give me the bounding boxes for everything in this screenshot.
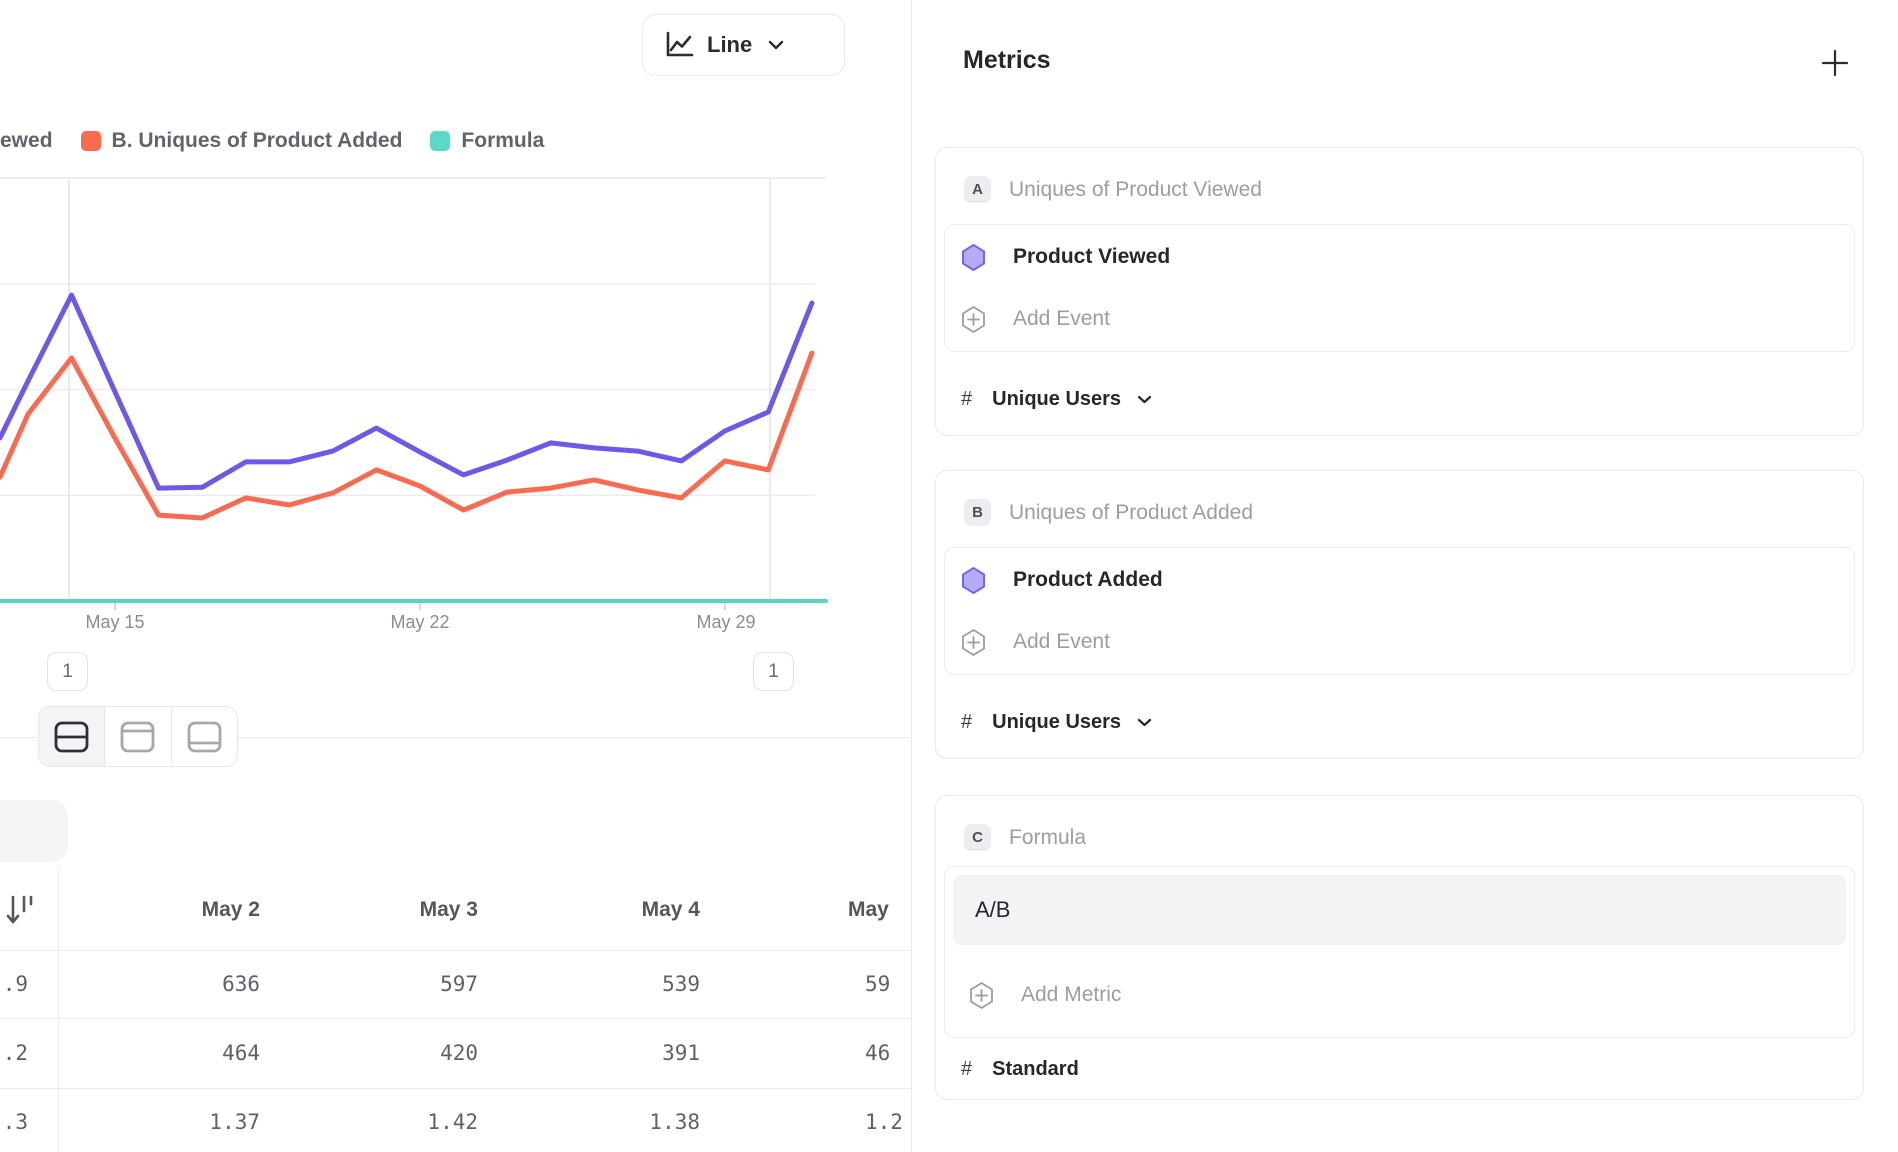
number-type-icon: # bbox=[961, 387, 973, 410]
layout-toggle-group bbox=[38, 706, 238, 767]
legend-swatch-teal bbox=[430, 131, 451, 151]
metrics-panel-title: Metrics bbox=[963, 46, 1051, 74]
event-hexagon-icon bbox=[962, 566, 985, 594]
table-cell: 46 bbox=[865, 1041, 891, 1065]
legend-item-formula[interactable]: Formula bbox=[430, 129, 544, 153]
metric-letter-badge: A bbox=[964, 176, 991, 203]
section-divider bbox=[0, 737, 911, 738]
measure-label: Unique Users bbox=[992, 387, 1122, 410]
measure-selector[interactable]: # Standard bbox=[961, 1054, 1079, 1084]
event-name: Product Added bbox=[1013, 568, 1163, 591]
event-name: Product Viewed bbox=[1013, 245, 1171, 268]
measure-selector[interactable]: # Unique Users bbox=[961, 384, 1152, 414]
table-cell: 1.2 bbox=[865, 1110, 903, 1134]
event-hexagon-icon bbox=[962, 243, 985, 271]
metric-card-title: Uniques of Product Added bbox=[1009, 500, 1254, 524]
add-event-row[interactable]: Add Event bbox=[962, 612, 1844, 672]
metric-card-title: Uniques of Product Viewed bbox=[1009, 177, 1262, 201]
add-metric-plus-icon[interactable] bbox=[1820, 48, 1850, 78]
add-metric-row[interactable]: Add Metric bbox=[962, 965, 1844, 1025]
x-axis-label: May 22 bbox=[390, 612, 450, 632]
table-cell: 539 bbox=[662, 972, 700, 996]
table-column-divider bbox=[58, 868, 59, 1152]
layout-split-rows-button[interactable] bbox=[39, 707, 105, 766]
line-chart[interactable] bbox=[0, 0, 843, 615]
annotation-badge[interactable]: 1 bbox=[753, 652, 794, 691]
chevron-down-icon bbox=[1137, 718, 1152, 726]
chart-legend: ewed B. Uniques of Product Added Formula bbox=[0, 127, 544, 155]
measure-label: Standard bbox=[992, 1057, 1079, 1080]
insights-chart-section: Line ewed B. Uniques of Product Added Fo… bbox=[0, 0, 912, 1152]
metric-card-b: B Uniques of Product Added Product Added… bbox=[935, 470, 1864, 759]
table-cell: 464 bbox=[222, 1041, 260, 1065]
table-border bbox=[0, 1018, 911, 1019]
legend-swatch-orange bbox=[80, 131, 101, 151]
event-row[interactable]: Product Viewed bbox=[962, 227, 1844, 287]
formula-input[interactable]: A/B bbox=[953, 875, 1846, 945]
table-cell: 636 bbox=[222, 972, 260, 996]
event-row[interactable]: Product Added bbox=[962, 550, 1844, 610]
x-axis-label: May 29 bbox=[696, 612, 756, 632]
table-breakdown-tab[interactable] bbox=[0, 800, 68, 862]
add-metric-label: Add Metric bbox=[1021, 983, 1122, 1006]
formula-text: A/B bbox=[975, 897, 1011, 922]
panel-top-icon bbox=[121, 721, 155, 752]
add-event-hexagon-plus-icon bbox=[962, 305, 985, 333]
chevron-down-icon bbox=[1137, 395, 1152, 403]
chevron-down-icon bbox=[769, 40, 784, 50]
chart-type-label: Line bbox=[707, 32, 753, 57]
x-axis-label: May 15 bbox=[85, 612, 145, 632]
table-header[interactable]: May 4 bbox=[641, 898, 700, 921]
table-header[interactable]: May 3 bbox=[419, 898, 478, 921]
metric-card-header: C Formula bbox=[964, 824, 1086, 851]
legend-item-truncated[interactable]: ewed bbox=[0, 129, 53, 152]
measure-label: Unique Users bbox=[992, 710, 1122, 733]
table-cell: .2 bbox=[2, 1041, 28, 1065]
layout-chart-bottom-button[interactable] bbox=[170, 707, 237, 766]
table-cell: 597 bbox=[440, 972, 478, 996]
sort-descending-icon[interactable] bbox=[6, 893, 36, 929]
table-cell: 1.38 bbox=[649, 1110, 700, 1134]
table-border bbox=[0, 950, 911, 951]
metrics-panel: Metrics A Uniques of Product Viewed Prod… bbox=[913, 0, 1898, 1152]
metric-card-title: Formula bbox=[1009, 825, 1087, 849]
metric-card-header: B Uniques of Product Added bbox=[964, 499, 1253, 526]
chart-type-dropdown[interactable]: Line bbox=[642, 14, 845, 76]
metric-letter-badge: C bbox=[964, 824, 991, 851]
add-event-hexagon-plus-icon bbox=[962, 628, 985, 656]
table-cell: .9 bbox=[2, 972, 28, 996]
line-chart-icon bbox=[666, 31, 694, 57]
table-cell: .3 bbox=[2, 1110, 28, 1134]
add-event-row[interactable]: Add Event bbox=[962, 289, 1844, 349]
table-cell: 59 bbox=[865, 972, 891, 996]
metric-card-c: C Formula A/B Add Metric # Standard bbox=[935, 795, 1864, 1100]
event-list-box: Product Viewed Add Event bbox=[944, 224, 1855, 352]
add-metric-hexagon-plus-icon bbox=[970, 981, 993, 1009]
number-type-icon: # bbox=[961, 710, 973, 733]
metric-card-a: A Uniques of Product Viewed Product View… bbox=[935, 147, 1864, 436]
table-cell: 391 bbox=[662, 1041, 700, 1065]
table-cell: 420 bbox=[440, 1041, 478, 1065]
formula-box: A/B Add Metric bbox=[944, 866, 1855, 1038]
add-event-label: Add Event bbox=[1013, 307, 1110, 330]
measure-selector[interactable]: # Unique Users bbox=[961, 707, 1152, 737]
annotation-badge[interactable]: 1 bbox=[47, 652, 88, 691]
metric-card-header: A Uniques of Product Viewed bbox=[964, 176, 1262, 203]
panel-bottom-icon bbox=[187, 721, 222, 752]
metric-letter-badge: B bbox=[964, 499, 991, 526]
table-cell: 1.42 bbox=[427, 1110, 478, 1134]
table-header[interactable]: May bbox=[848, 898, 889, 921]
table-cell: 1.37 bbox=[209, 1110, 260, 1134]
number-type-icon: # bbox=[961, 1057, 973, 1080]
table-header[interactable]: May 2 bbox=[201, 898, 260, 921]
legend-item-product-added[interactable]: B. Uniques of Product Added bbox=[80, 129, 402, 153]
add-event-label: Add Event bbox=[1013, 630, 1110, 653]
table-border bbox=[0, 1088, 911, 1089]
event-list-box: Product Added Add Event bbox=[944, 547, 1855, 675]
layout-chart-top-button[interactable] bbox=[104, 707, 170, 766]
split-rows-icon bbox=[54, 721, 89, 752]
